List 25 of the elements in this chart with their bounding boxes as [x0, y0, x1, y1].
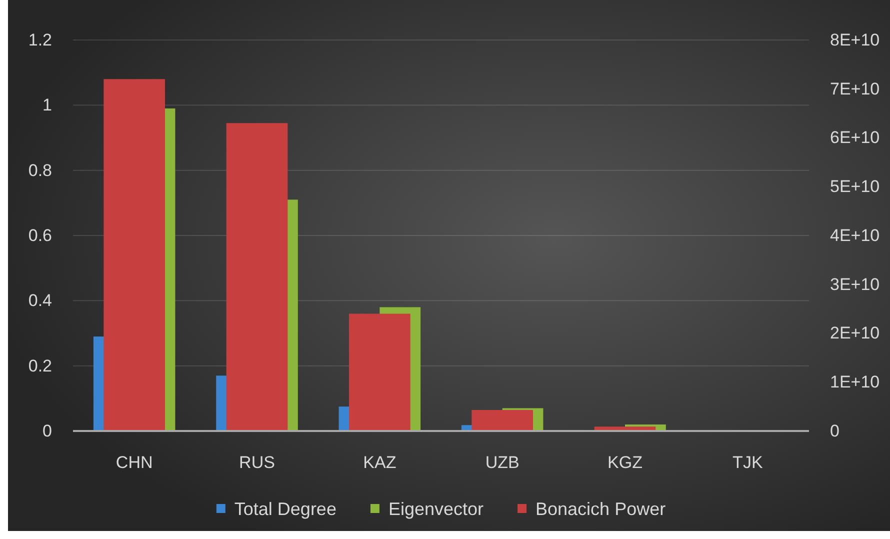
y2-tick-label: 6E+10 — [830, 128, 880, 148]
y2-tick-label: 2E+10 — [830, 324, 880, 343]
x-tick-label: RUS — [239, 453, 275, 472]
x-tick-label: KGZ — [608, 453, 642, 472]
x-tick-label: TJK — [732, 453, 764, 472]
y-tick-label: 0.8 — [28, 160, 52, 180]
y2-tick-label: 3E+10 — [830, 274, 880, 294]
y-tick-label: 1 — [42, 96, 52, 115]
y2-tick-label: 5E+10 — [830, 177, 880, 196]
y-tick-label: 0.2 — [28, 356, 52, 376]
legend-label: Eigenvector — [388, 499, 484, 519]
y2-tick-label: 8E+10 — [830, 30, 880, 50]
y-tick-label: 0.6 — [28, 226, 52, 245]
y-tick-label: 0.4 — [28, 291, 52, 310]
y-tick-label: 1.2 — [28, 30, 52, 50]
legend-label: Total Degree — [234, 499, 336, 519]
x-tick-label: CHN — [116, 453, 153, 472]
y2-tick-label: 7E+10 — [830, 79, 880, 98]
y2-tick-label: 4E+10 — [830, 226, 880, 245]
legend-label: Bonacich Power — [536, 499, 666, 519]
y-tick-label: 0 — [42, 421, 52, 440]
x-tick-label: UZB — [485, 453, 520, 472]
y2-tick-label: 1E+10 — [830, 372, 880, 392]
y2-tick-label: 0 — [830, 421, 840, 440]
x-tick-label: KAZ — [363, 453, 396, 472]
